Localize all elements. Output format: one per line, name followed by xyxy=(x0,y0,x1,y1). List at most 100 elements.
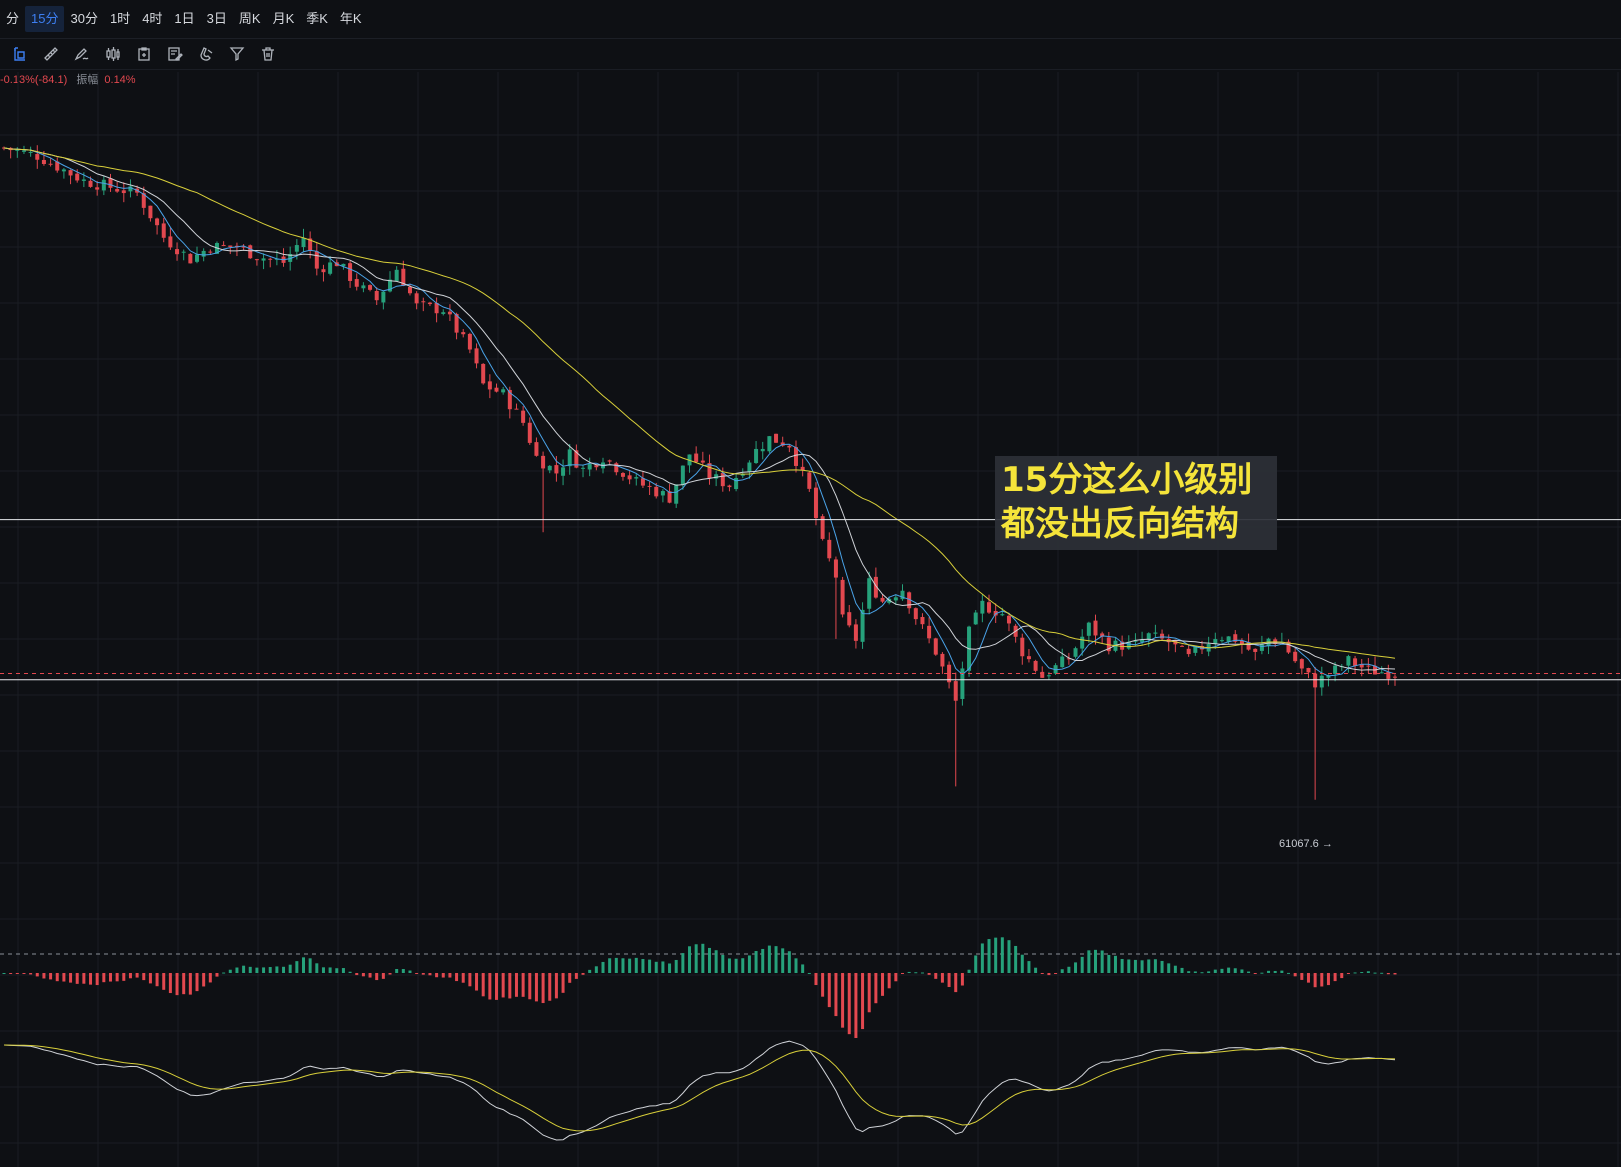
candle-body xyxy=(254,259,259,261)
macd-histogram-bar xyxy=(348,971,352,973)
candle-body xyxy=(1193,646,1198,653)
timeframe-tab[interactable]: 15分 xyxy=(25,6,65,32)
ruler-icon[interactable] xyxy=(41,44,61,64)
candle-body xyxy=(368,285,373,290)
candle-body xyxy=(620,473,625,477)
macd-histogram-bar xyxy=(1067,966,1071,973)
macd-histogram-bar xyxy=(1074,962,1078,973)
macd-histogram-bar xyxy=(262,967,266,973)
macd-histogram-bar xyxy=(222,972,226,974)
timeframe-tab[interactable]: 1时 xyxy=(109,11,131,26)
timeframe-tab[interactable]: 分 xyxy=(6,11,20,26)
macd-histogram-bar xyxy=(668,963,672,973)
candle-body xyxy=(807,472,812,489)
macd-histogram-bar xyxy=(980,943,984,973)
trash-icon[interactable] xyxy=(258,44,278,64)
macd-histogram-bar xyxy=(688,946,692,973)
filter-icon[interactable] xyxy=(227,44,247,64)
macd-histogram-bar xyxy=(534,973,538,1002)
timeframe-tab[interactable]: 周K xyxy=(238,11,261,26)
macd-histogram-bar xyxy=(1094,949,1098,973)
candle-body xyxy=(933,638,938,655)
candle-body xyxy=(1073,648,1078,657)
macd-histogram-bar xyxy=(1187,971,1191,973)
candle-body xyxy=(1040,671,1045,678)
candle-body xyxy=(827,539,832,559)
macd-histogram-bar xyxy=(767,945,771,973)
candle-body xyxy=(1160,633,1165,639)
macd-histogram-bar xyxy=(1227,967,1231,973)
macd-histogram-bar xyxy=(1213,969,1217,973)
candle-body xyxy=(521,410,526,423)
candle-body xyxy=(447,311,452,315)
candle-body xyxy=(1366,665,1371,667)
macd-histogram-bar xyxy=(468,973,472,987)
macd-histogram-bar xyxy=(1193,971,1197,973)
timeframe-tab[interactable]: 月K xyxy=(272,11,295,26)
moving-averages xyxy=(3,147,1396,677)
macd-histogram-bar xyxy=(1173,965,1177,973)
candlestick-chart[interactable] xyxy=(0,72,1621,1167)
macd-histogram-bar xyxy=(727,958,731,973)
macd-histogram-bar xyxy=(162,973,166,990)
macd-histogram-bar xyxy=(441,973,445,978)
pen-draw-icon[interactable] xyxy=(72,44,92,64)
timeframe-tab[interactable]: 季K xyxy=(306,11,328,26)
macd-histogram-bar xyxy=(608,958,612,973)
timeframe-tab[interactable]: 年K xyxy=(339,11,362,26)
candle-body xyxy=(774,433,779,443)
candle-body xyxy=(674,484,679,504)
macd-histogram-bar xyxy=(734,958,738,973)
candle-body xyxy=(760,448,765,452)
candlestick-icon[interactable] xyxy=(103,44,123,64)
candle-body xyxy=(81,179,86,181)
candle-body xyxy=(1326,675,1331,678)
candle-body xyxy=(987,602,992,613)
macd-dif-line xyxy=(3,1040,1396,1141)
candle-body xyxy=(873,576,878,598)
timeframe-tab[interactable]: 4时 xyxy=(142,11,163,26)
macd-histogram-bar xyxy=(62,973,66,982)
macd-histogram-bar xyxy=(854,973,858,1038)
candle-body xyxy=(714,474,719,479)
macd-histogram-bar xyxy=(1220,968,1224,973)
macd-histogram-bar xyxy=(940,973,944,983)
macd-histogram-bar xyxy=(49,973,53,980)
clipboard-icon[interactable] xyxy=(134,44,154,64)
timeframe-tab[interactable]: 1日 xyxy=(174,11,195,26)
macd-histogram-bar xyxy=(548,973,552,1001)
candle-body xyxy=(507,389,512,410)
candle-body xyxy=(694,453,699,462)
macd-histogram-bar xyxy=(601,961,605,973)
candle-body xyxy=(28,151,33,153)
macd-histogram-bar xyxy=(328,967,332,973)
macd-histogram-bar xyxy=(495,973,499,1000)
candle-body xyxy=(487,381,492,390)
candle-body xyxy=(1299,659,1304,669)
candle-body xyxy=(101,179,106,191)
select-icon[interactable] xyxy=(10,44,30,64)
candle-body xyxy=(141,193,146,208)
timeframe-tab[interactable]: 3日 xyxy=(206,11,227,26)
macd-histogram-bar xyxy=(1273,970,1277,973)
macd-histogram-bar xyxy=(69,973,73,983)
candle-body xyxy=(41,159,46,165)
macd-histogram-bar xyxy=(388,973,392,975)
candle-body xyxy=(1026,656,1031,660)
macd-histogram-bar xyxy=(681,953,685,973)
macd-histogram-bar xyxy=(368,973,372,978)
timeframe-tab[interactable]: 30分 xyxy=(70,11,98,26)
candle-body xyxy=(434,303,439,314)
macd-histogram-bar xyxy=(1280,970,1284,973)
macd-histogram-bar xyxy=(461,973,465,983)
candle-body xyxy=(1353,658,1358,666)
macd-histogram-bar xyxy=(814,973,818,986)
candle-body xyxy=(321,269,326,273)
macd-histogram-bar xyxy=(588,969,592,973)
macd-histogram-bar xyxy=(282,966,286,973)
edit-note-icon[interactable] xyxy=(165,44,185,64)
magnet-icon[interactable] xyxy=(196,44,216,64)
macd-histogram-bar xyxy=(508,973,512,999)
candle-body xyxy=(900,590,905,600)
candle-body xyxy=(181,251,186,253)
